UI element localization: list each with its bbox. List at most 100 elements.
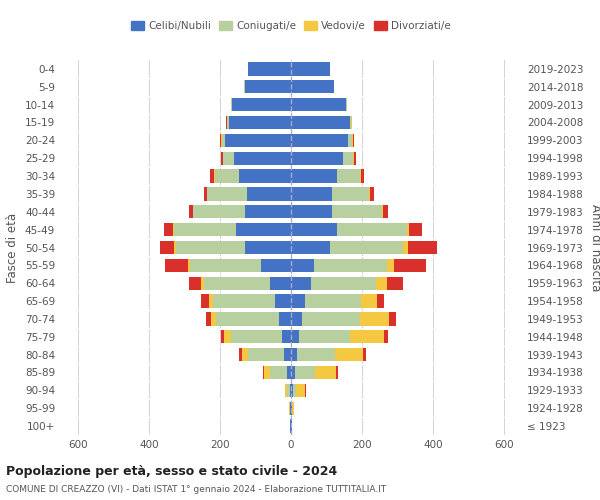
Bar: [298, 348, 335, 362]
Bar: [291, 276, 311, 290]
Bar: [291, 366, 295, 379]
Bar: [291, 80, 334, 94]
Bar: [353, 134, 354, 147]
Bar: [231, 98, 232, 112]
Bar: [291, 402, 292, 415]
Text: COMUNE DI CREAZZO (VI) - Dati ISTAT 1° gennaio 2024 - Elaborazione TUTTITALIA.IT: COMUNE DI CREAZZO (VI) - Dati ISTAT 1° g…: [6, 485, 386, 494]
Bar: [315, 366, 336, 379]
Bar: [291, 241, 330, 254]
Bar: [408, 241, 437, 254]
Bar: [290, 420, 291, 433]
Bar: [248, 348, 284, 362]
Bar: [311, 276, 376, 290]
Bar: [291, 98, 346, 112]
Text: Popolazione per età, sesso e stato civile - 2024: Popolazione per età, sesso e stato civil…: [6, 465, 337, 478]
Bar: [190, 258, 261, 272]
Bar: [291, 205, 332, 218]
Bar: [160, 241, 174, 254]
Bar: [174, 241, 176, 254]
Bar: [239, 170, 291, 183]
Bar: [332, 205, 382, 218]
Bar: [229, 116, 291, 129]
Bar: [193, 205, 245, 218]
Bar: [382, 205, 383, 218]
Bar: [387, 276, 403, 290]
Bar: [346, 98, 347, 112]
Bar: [389, 312, 396, 326]
Bar: [225, 134, 291, 147]
Bar: [269, 366, 287, 379]
Bar: [287, 366, 291, 379]
Bar: [330, 241, 403, 254]
Bar: [295, 366, 315, 379]
Bar: [234, 152, 291, 165]
Bar: [291, 294, 305, 308]
Bar: [291, 420, 292, 433]
Bar: [214, 170, 215, 183]
Bar: [350, 116, 352, 129]
Bar: [291, 223, 337, 236]
Bar: [224, 330, 230, 344]
Bar: [337, 223, 407, 236]
Bar: [221, 134, 222, 147]
Bar: [248, 62, 291, 76]
Bar: [335, 348, 363, 362]
Bar: [291, 187, 332, 200]
Bar: [242, 348, 248, 362]
Bar: [213, 294, 275, 308]
Bar: [204, 276, 269, 290]
Legend: Celibi/Nubili, Coniugati/e, Vedovi/e, Divorziati/e: Celibi/Nubili, Coniugati/e, Vedovi/e, Di…: [127, 16, 455, 35]
Bar: [164, 223, 173, 236]
Bar: [188, 276, 201, 290]
Bar: [201, 276, 204, 290]
Bar: [221, 152, 223, 165]
Bar: [353, 152, 354, 165]
Bar: [223, 152, 234, 165]
Bar: [261, 258, 291, 272]
Bar: [173, 223, 174, 236]
Bar: [176, 241, 245, 254]
Bar: [290, 402, 291, 415]
Bar: [291, 384, 293, 397]
Y-axis label: Anni di nascita: Anni di nascita: [589, 204, 600, 291]
Bar: [350, 330, 384, 344]
Bar: [305, 384, 306, 397]
Bar: [244, 80, 245, 94]
Bar: [227, 116, 229, 129]
Bar: [370, 187, 374, 200]
Bar: [302, 312, 360, 326]
Bar: [361, 294, 377, 308]
Bar: [211, 170, 214, 183]
Y-axis label: Fasce di età: Fasce di età: [7, 212, 19, 282]
Bar: [230, 330, 282, 344]
Bar: [343, 152, 353, 165]
Bar: [290, 384, 291, 397]
Bar: [188, 258, 190, 272]
Bar: [282, 330, 291, 344]
Bar: [174, 223, 236, 236]
Bar: [247, 187, 291, 200]
Bar: [207, 187, 208, 200]
Bar: [232, 98, 291, 112]
Bar: [403, 241, 408, 254]
Bar: [202, 294, 209, 308]
Bar: [336, 366, 338, 379]
Bar: [209, 294, 213, 308]
Bar: [206, 312, 211, 326]
Bar: [387, 258, 394, 272]
Bar: [305, 294, 361, 308]
Bar: [292, 402, 294, 415]
Bar: [236, 223, 291, 236]
Bar: [384, 330, 388, 344]
Bar: [383, 205, 388, 218]
Bar: [291, 134, 348, 147]
Bar: [287, 384, 290, 397]
Bar: [291, 330, 299, 344]
Bar: [409, 223, 422, 236]
Bar: [222, 134, 225, 147]
Bar: [265, 366, 269, 379]
Bar: [354, 152, 356, 165]
Bar: [204, 187, 207, 200]
Bar: [291, 170, 337, 183]
Bar: [314, 258, 387, 272]
